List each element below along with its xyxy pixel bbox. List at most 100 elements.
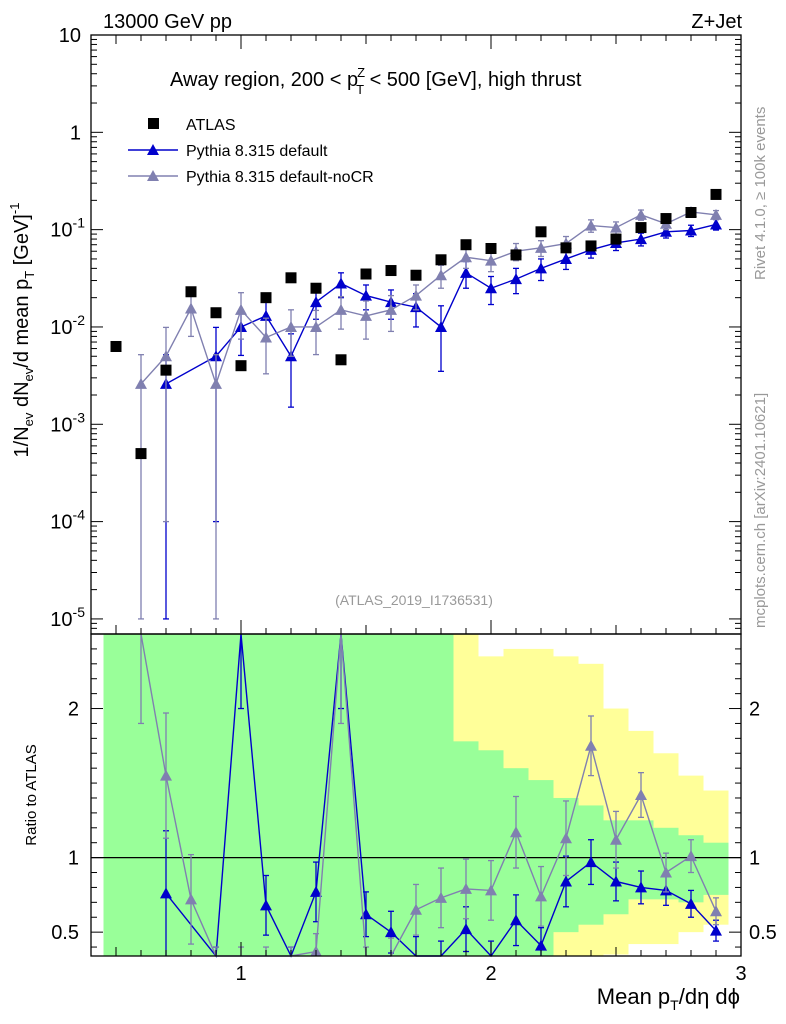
nocr-main-point-14 <box>485 254 497 266</box>
nocr-ratio-point-12 <box>435 891 447 903</box>
nocr-main-point-19 <box>610 221 622 233</box>
atlas-point-9 <box>335 354 347 366</box>
legend-atlas-label: ATLAS <box>186 117 236 134</box>
green-band-bin-4 <box>203 634 229 956</box>
y-tick-exp-5: -4 <box>73 507 86 523</box>
default-main-point-20 <box>685 224 697 236</box>
default-main-point-15 <box>560 252 572 264</box>
default-ratio-point-18 <box>635 881 647 893</box>
y-tick-label-4: 10-3 <box>50 409 85 436</box>
legend-atlas-marker <box>148 118 159 129</box>
default-ratio-point-0 <box>160 887 172 899</box>
y-tick-label-3: 10-2 <box>50 312 85 339</box>
x-tick-label-1: 2 <box>485 963 496 985</box>
y-tick-exp-2: -1 <box>73 215 86 231</box>
atlas-point-18 <box>560 242 572 254</box>
nocr-ratio-point-23 <box>710 905 722 917</box>
y-tick-base-4: 10 <box>50 414 72 436</box>
legend-default-label: Pythia 8.315 default <box>186 143 328 160</box>
ylabel-sub2: ev <box>21 367 36 381</box>
ratio-tick-label-left-0: 0.5 <box>51 922 79 944</box>
default-ratio-point-21 <box>710 924 722 936</box>
atlas-point-3 <box>185 286 197 298</box>
nocr-main-point-13 <box>460 251 472 263</box>
atlas-point-10 <box>360 268 372 280</box>
xlabel-part2: /dη dϕ <box>679 984 740 1009</box>
nocr-main-point-1 <box>160 350 172 362</box>
legend-nocr-marker <box>147 170 159 181</box>
nocr-ratio-point-11 <box>410 903 422 915</box>
title-tail: < 500 [GeV], high thrust <box>364 69 582 91</box>
y-tick-exp-4: -3 <box>73 409 86 425</box>
y-tick-label-1: 1 <box>70 122 81 144</box>
nocr-main-point-12 <box>435 269 447 281</box>
atlas-point-12 <box>410 269 422 281</box>
side-label-mcplots: mcplots.cern.ch [arXiv:2401.10621] <box>752 393 769 628</box>
nocr-main-point-6 <box>285 320 297 332</box>
ratio-tick-label-right-1: 1 <box>749 848 760 870</box>
ylabel-part1: 1/N <box>11 426 33 457</box>
y-tick-base-5: 10 <box>50 512 72 534</box>
atlas-point-2 <box>160 364 172 376</box>
ylabel-sub3: T <box>22 271 37 279</box>
default-main-point-21 <box>710 218 722 230</box>
default-main-point-5 <box>310 296 322 308</box>
nocr-ratio-point-13 <box>460 882 472 894</box>
atlas-point-4 <box>210 307 222 319</box>
ratio-tick-label-left-2: 2 <box>68 699 79 721</box>
default-ratio-point-17 <box>610 875 622 887</box>
default-ratio-point-14 <box>535 939 547 951</box>
default-main-line <box>165 223 717 385</box>
nocr-main-point-9 <box>360 309 372 321</box>
nocr-main-point-2 <box>185 302 197 314</box>
xlabel-sub: T <box>670 997 679 1013</box>
y-tick-label-0: 10 <box>59 25 81 47</box>
x-axis-label: Mean pT/dη dϕ <box>597 984 740 1013</box>
nocr-ratio-point-15 <box>510 826 522 838</box>
default-main-point-10 <box>435 320 447 332</box>
nocr-main-point-11 <box>410 289 422 301</box>
x-tick-label-2: 3 <box>735 963 746 985</box>
green-band-bin-15 <box>478 750 504 956</box>
header-right: Z+Jet <box>691 11 742 33</box>
ylabel-part4: [GeV] <box>11 214 33 271</box>
nocr-ratio-point-1 <box>160 769 172 781</box>
atlas-point-5 <box>235 360 247 372</box>
default-main-point-11 <box>460 266 472 278</box>
atlas-point-24 <box>710 188 722 200</box>
legend-nocr-label: Pythia 8.315 default-noCR <box>186 169 374 186</box>
nocr-main-point-8 <box>335 303 347 315</box>
nocr-main-line <box>140 211 717 387</box>
atlas-point-22 <box>660 213 672 225</box>
atlas-point-7 <box>285 272 297 284</box>
green-band-bin-7 <box>278 634 304 956</box>
default-main-point-13 <box>510 273 522 285</box>
title-superscript: Z <box>357 65 365 80</box>
atlas-point-19 <box>585 240 597 252</box>
title-subscript: T <box>356 82 364 97</box>
nocr-ratio-point-18 <box>585 739 597 751</box>
ylabel-part3: /d mean p <box>11 279 33 368</box>
green-band-bin-0 <box>103 634 129 956</box>
nocr-ratio-point-16 <box>535 890 547 902</box>
atlas-point-11 <box>385 265 397 277</box>
nocr-main-point-10 <box>385 303 397 315</box>
nocr-ratio-point-17 <box>560 832 572 844</box>
nocr-main-point-4 <box>235 303 247 315</box>
default-main-point-18 <box>635 233 647 245</box>
default-ratio-line <box>165 633 717 958</box>
default-main-point-7 <box>360 289 372 301</box>
atlas-point-14 <box>460 239 472 251</box>
nocr-ratio-point-20 <box>635 789 647 800</box>
atlas-point-16 <box>510 249 522 261</box>
default-ratio-point-15 <box>560 875 572 887</box>
ratio-tick-label-right-2: 2 <box>749 699 760 721</box>
ratio-plot-series <box>138 633 722 958</box>
legend: ATLAS Pythia 8.315 default Pythia 8.315 … <box>128 117 374 186</box>
ylabel-sub1: ev <box>21 412 36 426</box>
atlas-point-0 <box>110 340 122 352</box>
atlas-point-23 <box>685 207 697 219</box>
x-tick-label-0: 1 <box>235 963 246 985</box>
default-main-point-6 <box>335 277 347 289</box>
